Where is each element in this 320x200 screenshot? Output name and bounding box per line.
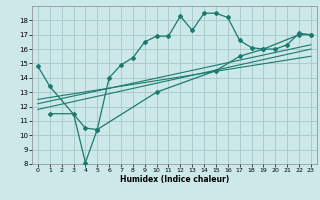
X-axis label: Humidex (Indice chaleur): Humidex (Indice chaleur) [120, 175, 229, 184]
